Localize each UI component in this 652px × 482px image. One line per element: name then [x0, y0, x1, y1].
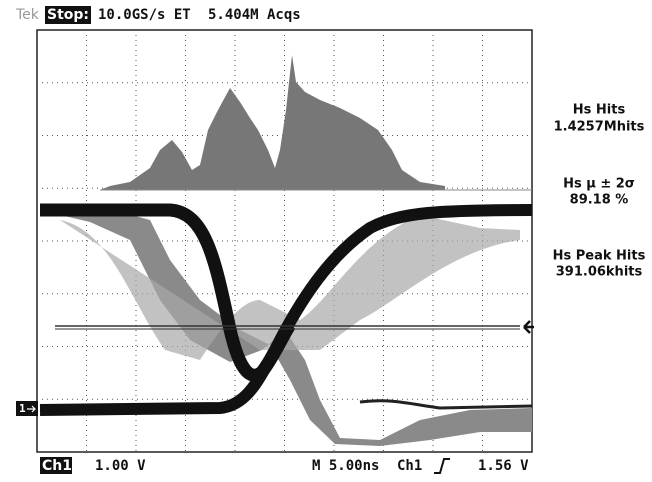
scope-screen: Tek Stop: 10.0GS/s ET 5.404M Acqs 1 Hs H… [0, 0, 652, 482]
measurement-value: 1.4257Mhits [554, 120, 645, 135]
sample-rate: 10.0GS/s ET [98, 7, 191, 23]
channel-marker: 1 [19, 402, 26, 415]
acq-state: Stop: [47, 7, 89, 23]
brand: Tek [15, 7, 40, 23]
measurement-value: 89.18 % [570, 193, 629, 208]
vertical-scale: 1.00 V [95, 458, 146, 474]
measurement-label: Hs Hits [573, 103, 626, 118]
acquisitions: 5.404M Acqs [208, 7, 301, 23]
measurement-label: Hs μ ± 2σ [563, 177, 635, 192]
trigger-level: 1.56 V [478, 458, 529, 474]
measurement-label: Hs Peak Hits [553, 249, 646, 264]
channel: Ch1 [42, 458, 72, 474]
measurement-value: 391.06khits [556, 265, 643, 280]
trigger-source: Ch1 [397, 458, 422, 474]
timebase: M 5.00ns [312, 458, 379, 474]
